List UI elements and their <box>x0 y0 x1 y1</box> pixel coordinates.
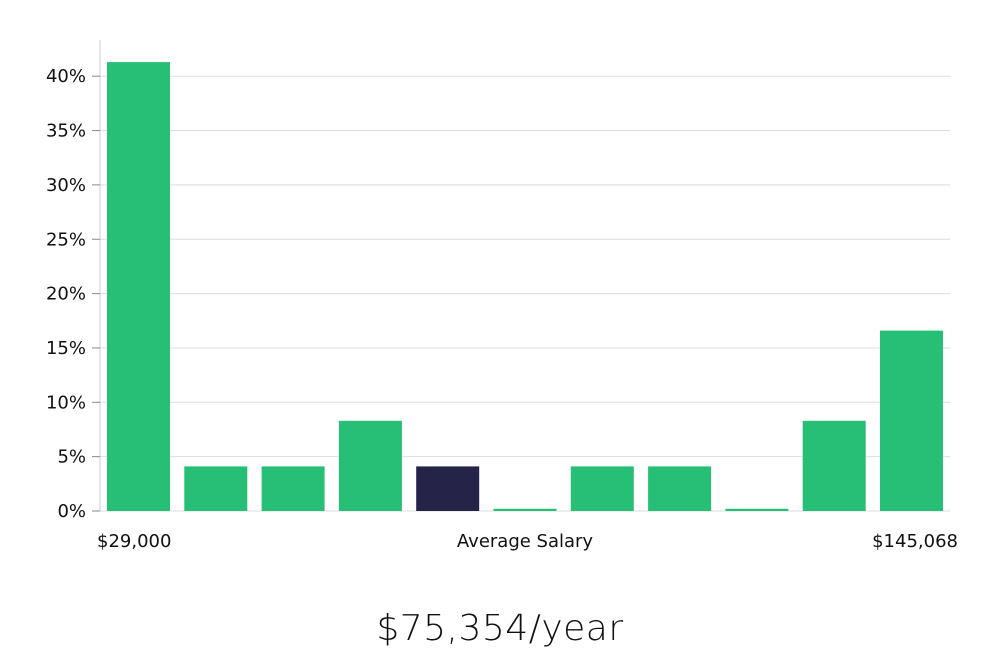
bar <box>570 466 634 511</box>
y-tick-label: 5% <box>57 447 86 468</box>
gridlines <box>100 75 950 512</box>
bar-highlight <box>416 466 480 511</box>
y-tick-label: 35% <box>46 121 86 142</box>
y-axis-ticks: 0% 5% 10% 15% 20% 25% 30% 35% 40% <box>46 66 100 522</box>
y-tick-label: 20% <box>46 284 86 305</box>
x-axis-title: Average Salary <box>457 531 594 552</box>
average-salary-summary: $75,354/year <box>376 608 624 649</box>
bar <box>725 508 789 511</box>
y-tick-label: 40% <box>46 66 86 87</box>
y-tick-label: 25% <box>46 229 86 250</box>
salary-histogram: 0% 5% 10% 15% 20% 25% 30% 35% 40% $29,000 Averag… <box>46 40 958 552</box>
bar <box>261 466 325 511</box>
y-tick-label: 15% <box>46 338 86 359</box>
bar <box>802 420 866 511</box>
bar <box>648 466 712 511</box>
bar <box>338 420 402 511</box>
bar <box>184 466 248 511</box>
y-tick-label: 10% <box>46 392 86 413</box>
x-min-label: $29,000 <box>97 531 171 552</box>
bars <box>107 62 943 511</box>
y-tick-label: 30% <box>46 175 86 196</box>
bar <box>880 330 943 511</box>
x-max-label: $145,068 <box>872 531 958 552</box>
y-tick-label: 0% <box>57 501 86 522</box>
bar <box>493 508 557 511</box>
bar <box>107 62 170 511</box>
